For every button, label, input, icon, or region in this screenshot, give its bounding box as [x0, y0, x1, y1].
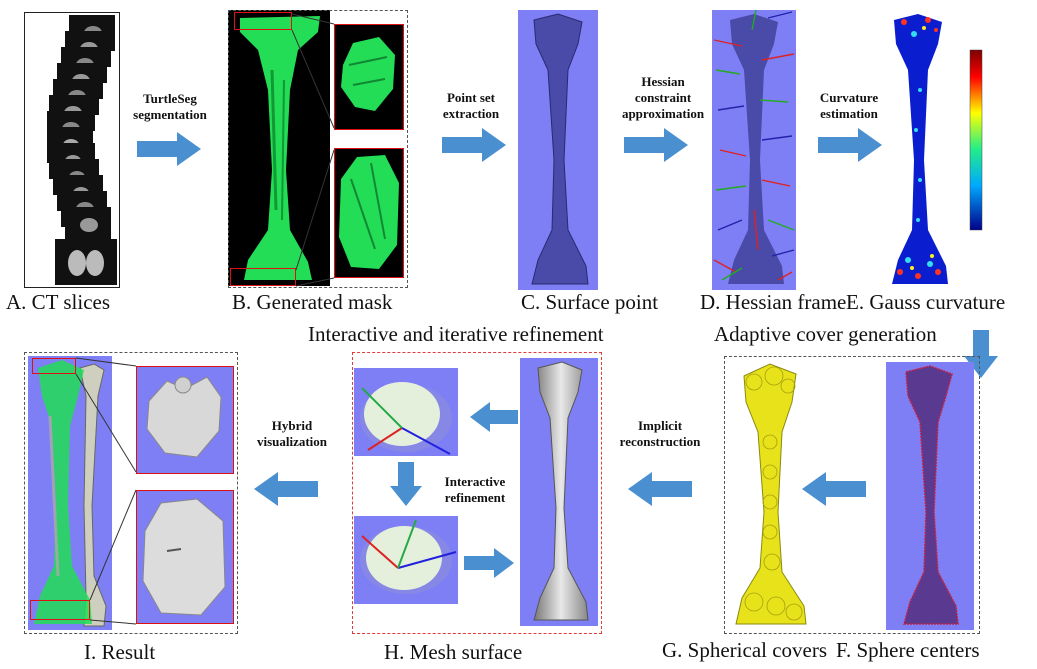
caption-ct-slices: A. CT slices — [6, 290, 111, 314]
result-panel — [28, 356, 112, 630]
arrow-left-icon — [254, 472, 318, 506]
label-extraction: Point set extraction — [442, 90, 500, 121]
mask-top-highlight — [234, 12, 292, 30]
sphere-centers-bone — [903, 365, 959, 625]
mesh-surface-bone — [533, 361, 589, 621]
label-implicit: Implicit reconstruction — [619, 418, 701, 449]
caption-result: I. Result — [84, 640, 156, 664]
refinement-view-bottom — [354, 516, 458, 604]
arrow-right-icon — [137, 132, 201, 166]
mask-zoom-top — [334, 24, 404, 130]
result-zoom-top — [136, 366, 234, 474]
spherical-covers-panel — [730, 362, 810, 628]
label-interactive: Interactive refinement — [444, 474, 506, 505]
surface-point-panel — [518, 10, 598, 290]
hessian-frame-bone — [713, 9, 795, 284]
mask-panel — [228, 10, 330, 286]
result-top-highlight — [32, 358, 76, 374]
arrow-down-icon — [390, 462, 422, 506]
arrow-left-icon — [628, 472, 692, 506]
result-frame — [24, 352, 238, 634]
caption-hessian-frame: D. Hessian frame — [700, 290, 847, 314]
caption-generated-mask: B. Generated mask — [232, 290, 393, 314]
label-segmentation: TurtleSeg segmentation — [133, 91, 207, 122]
surface-point-bone — [531, 13, 589, 285]
heading-adaptive: Adaptive cover generation — [714, 322, 937, 346]
refinement-sphere-top — [360, 382, 452, 455]
gauss-curvature-panel — [884, 10, 996, 290]
mask-bone-shape — [240, 16, 320, 280]
gauss-curvature-bone — [892, 14, 983, 284]
result-bottom-highlight — [30, 600, 90, 620]
arrow-right-icon — [818, 128, 882, 162]
caption-gauss-curvature: E. Gauss curvature — [846, 290, 1006, 314]
result-bone — [34, 360, 107, 627]
mask-zoom-frame — [228, 10, 408, 288]
adaptive-cover-frame — [724, 356, 980, 634]
mask-zoom-bottom — [334, 148, 404, 278]
arrow-right-icon — [464, 548, 514, 578]
sphere-centers-panel — [886, 362, 974, 630]
spherical-covers-bone — [735, 363, 807, 625]
zoom-connector-lines — [75, 357, 137, 625]
caption-surface-point: C. Surface point — [521, 290, 659, 314]
label-hybrid: Hybrid visualization — [256, 418, 328, 449]
arrow-left-icon — [802, 472, 866, 506]
ct-slices-stack — [47, 15, 117, 285]
mesh-surface-panel — [520, 358, 598, 626]
caption-sphere-centers: F. Sphere centers — [836, 638, 980, 662]
heading-refinement: Interactive and iterative refinement — [308, 322, 604, 346]
hessian-frame-panel — [712, 9, 796, 290]
zoom-connector-lines — [291, 13, 335, 287]
colorbar — [969, 49, 983, 231]
ct-slices-panel — [24, 12, 120, 288]
caption-mesh-surface: H. Mesh surface — [384, 640, 523, 664]
label-hessian: Hessian constraint approximation — [621, 74, 705, 121]
result-zoom-bottom — [136, 490, 234, 624]
refinement-sphere-bottom — [360, 519, 457, 594]
refinement-view-top — [354, 368, 458, 456]
mask-bottom-highlight — [230, 268, 296, 286]
caption-spherical-covers: G. Spherical covers — [662, 638, 828, 662]
refinement-frame — [352, 352, 602, 634]
arrow-right-icon — [442, 128, 506, 162]
arrow-right-icon — [624, 128, 688, 162]
label-curvature: Curvature estimation — [819, 90, 879, 121]
arrow-left-icon — [470, 402, 518, 432]
